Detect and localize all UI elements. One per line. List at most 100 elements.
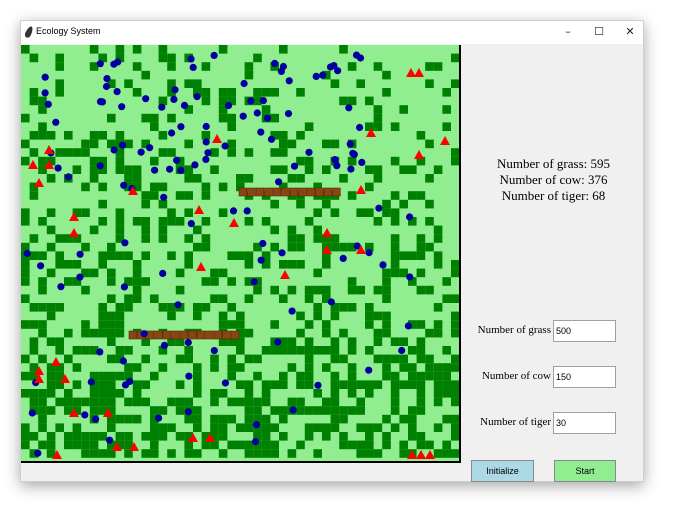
grass-cell [218, 423, 228, 432]
grass-cell [451, 268, 459, 278]
grass-cell [227, 88, 236, 97]
grass-cell [322, 199, 331, 209]
tiger-triangle [188, 433, 198, 442]
grass-cell [124, 440, 133, 450]
grass-cell [193, 449, 202, 458]
grass-cell [21, 208, 30, 217]
grass-cell [124, 397, 133, 407]
wall-segment [247, 187, 256, 197]
grass-cell [132, 277, 142, 286]
cow-circle [146, 144, 154, 152]
cow-circle [76, 273, 84, 281]
cow-circle [142, 95, 150, 103]
close-button[interactable]: ✕ [625, 25, 635, 38]
cow-circle [168, 129, 176, 137]
cow-circle [251, 438, 260, 446]
grass-cell [365, 165, 374, 174]
grass-cell [416, 131, 426, 140]
grass-cell [201, 303, 211, 312]
grass-cell [150, 423, 159, 432]
grass-cell [167, 423, 176, 432]
cow-circle [259, 239, 267, 248]
grass-cell [132, 389, 142, 398]
grass-cell [433, 363, 443, 372]
cow-circle [81, 411, 89, 419]
grass-cell [158, 217, 168, 226]
grass-cell [81, 440, 90, 450]
cow-circle [184, 338, 192, 347]
cow-circle [312, 72, 320, 80]
cow-circle [221, 379, 229, 387]
cow-circle [28, 409, 36, 417]
grass-cell [201, 432, 211, 441]
grass-cell [21, 260, 30, 269]
grass-cell [236, 346, 245, 355]
grass-cell [184, 79, 193, 88]
grass-cell [304, 285, 314, 295]
cow-circle [331, 156, 339, 164]
grass-cell [347, 440, 357, 450]
grass-cell [322, 397, 331, 407]
tiger-triangle [34, 366, 44, 375]
grass-cell [347, 62, 357, 71]
grass-cell [253, 397, 262, 407]
grass-cell [304, 165, 314, 174]
grass-cell [330, 139, 340, 149]
grass-cell [227, 303, 236, 312]
tiger-triangle [212, 134, 222, 143]
grass-cell [29, 371, 39, 381]
grass-cell [98, 320, 107, 329]
grass-cell [72, 406, 82, 415]
grass-cell [210, 294, 219, 303]
grass-cell [98, 165, 107, 174]
grass-cell [279, 432, 288, 441]
grass-cell [21, 423, 30, 432]
grass-cell [304, 320, 314, 329]
tiger-input[interactable] [553, 412, 616, 434]
grass-cell [115, 156, 125, 166]
grass-cell [98, 53, 107, 63]
cow-circle [352, 51, 361, 59]
tiger-triangle [129, 442, 139, 451]
cow-circle [305, 148, 313, 156]
grass-cell [373, 354, 383, 364]
grass-cell [64, 432, 73, 441]
grass-cell [261, 423, 271, 432]
stats-panel: Number of grass: 595 Number of cow: 376 … [466, 156, 641, 204]
wall-segment [188, 330, 197, 340]
grass-cell [89, 371, 99, 381]
title-bar[interactable]: Ecology System – ☐ ✕ [21, 21, 643, 44]
maximize-button[interactable]: ☐ [594, 25, 604, 38]
cow-circle [406, 213, 414, 221]
grass-cell [279, 371, 288, 381]
cow-circle [240, 79, 248, 88]
wall-segment [323, 187, 333, 197]
grass-cell [184, 165, 193, 174]
grass-cell [167, 88, 176, 97]
tiger-triangle [440, 136, 450, 145]
start-button[interactable]: Start [554, 460, 616, 482]
grass-cell [184, 440, 193, 450]
cow-circle [23, 249, 31, 257]
cow-circle [365, 366, 373, 374]
grass-input[interactable] [553, 320, 616, 342]
grass-cell [425, 139, 434, 149]
cow-input[interactable] [553, 366, 616, 388]
minimize-button[interactable]: – [565, 25, 571, 38]
grass-cell [218, 45, 228, 54]
grass-cell [322, 285, 331, 295]
grass-cell [244, 260, 254, 269]
grass-cell [64, 234, 73, 243]
cow-circle [173, 156, 181, 164]
grass-cell [313, 208, 322, 217]
grass-cell [72, 208, 82, 217]
grass-cell [442, 449, 451, 458]
grass-cell [244, 380, 254, 389]
grass-cell [347, 191, 357, 200]
grass-cell [287, 234, 297, 243]
grass-cell [201, 277, 211, 286]
initialize-button[interactable]: Initialize [471, 460, 534, 482]
grass-cell [21, 371, 30, 381]
grass-cell [21, 217, 30, 226]
grass-cell [218, 320, 228, 329]
